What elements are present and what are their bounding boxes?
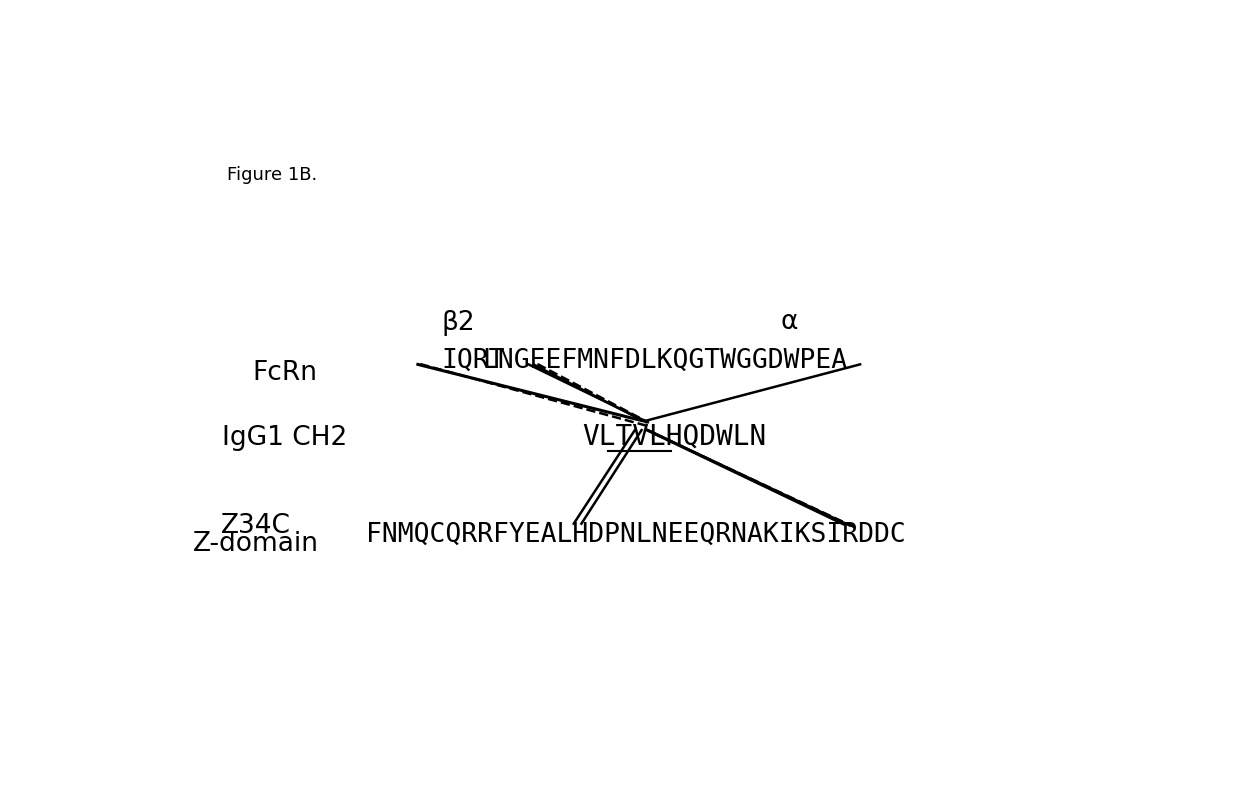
Text: FNMQCQRRFYEALHDPNLNEEQRNAKIKSIRDDC: FNMQCQRRFYEALHDPNLNEEQRNAKIKSIRDDC — [366, 521, 905, 547]
Text: Figure 1B.: Figure 1B. — [227, 166, 317, 184]
Text: FcRn: FcRn — [252, 359, 317, 385]
Text: IQRT: IQRT — [441, 348, 505, 374]
Text: IgG1 CH2: IgG1 CH2 — [222, 425, 347, 451]
Text: β2: β2 — [441, 310, 475, 336]
Text: α: α — [780, 309, 799, 335]
Text: VLTVLHQDWLN: VLTVLHQDWLN — [583, 422, 766, 450]
Text: LNGEEFMNFDLKQGTWGGDWPEA: LNGEEFMNFDLKQGTWGGDWPEA — [482, 348, 847, 374]
Text: Z-domain: Z-domain — [193, 531, 319, 557]
Text: Z34C: Z34C — [221, 512, 291, 538]
